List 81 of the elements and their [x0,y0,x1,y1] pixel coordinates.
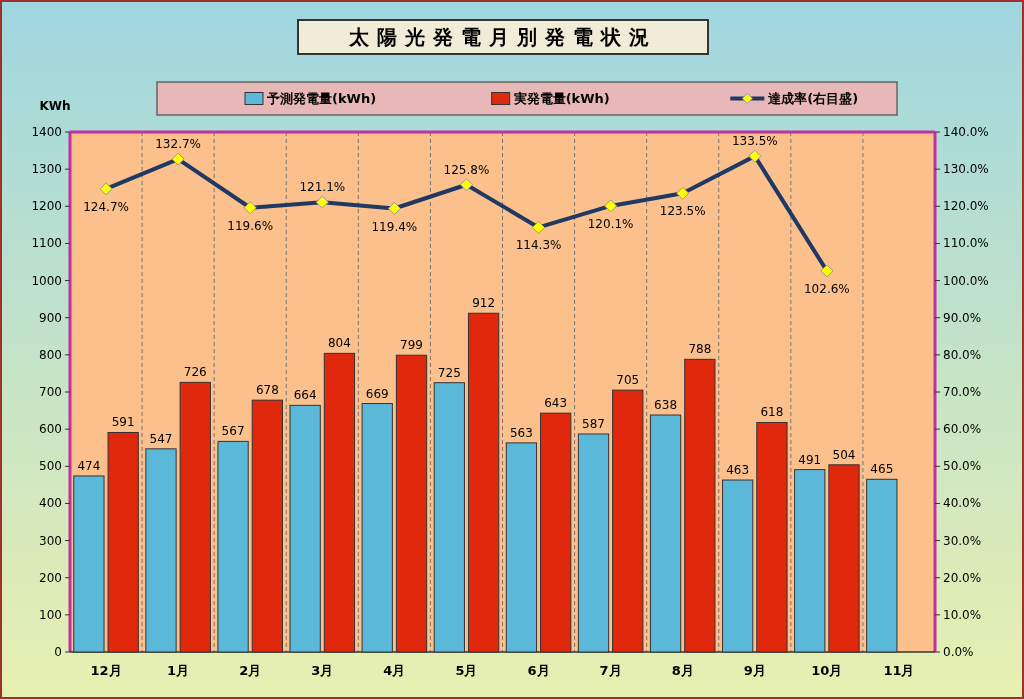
y-tick-label: 1100 [31,236,62,251]
data-label: 643 [544,396,568,411]
data-label: 120.1% [587,216,634,231]
x-tick-label: 4月 [383,662,406,678]
x-tick-label: 11月 [883,662,915,678]
legend-label: 実発電量(kWh) [512,91,610,106]
data-label: 474 [77,458,101,473]
x-tick-label: 9月 [743,662,766,678]
data-label: 125.8% [443,162,490,177]
y-tick-label: 1200 [31,199,62,214]
x-tick-label: 8月 [671,662,694,678]
y2-tick-label: 80.0% [943,347,982,362]
data-label: 726 [183,365,207,380]
x-tick-label: 5月 [455,662,478,678]
data-label: 124.7% [83,199,129,214]
data-label: 799 [400,338,423,353]
y2-tick-label: 50.0% [943,459,982,474]
chart-title: 太陽光発電月別発電状況 [348,25,657,49]
data-label: 725 [437,365,461,380]
y-tick-label: 300 [39,533,62,548]
y-tick-label: 100 [39,607,62,622]
y-tick-label: 700 [39,385,62,399]
data-label: 587 [582,416,605,431]
data-label: 102.6% [803,281,850,296]
data-label: 664 [293,388,317,403]
y-tick-label: 500 [39,459,62,474]
data-label: 912 [472,296,496,311]
y2-tick-label: 60.0% [943,422,982,437]
y-tick-label: 1400 [31,125,62,139]
y-tick-label: 800 [39,347,62,362]
y-tick-label: 400 [39,496,62,511]
data-label: 638 [654,398,678,413]
x-tick-label: 12月 [90,662,122,678]
y-tick-label: 0 [54,645,62,659]
y2-tick-label: 30.0% [943,533,982,548]
data-label: 678 [255,383,279,398]
x-tick-label: 1月 [167,662,190,678]
y2-tick-label: 140.0% [943,125,989,139]
data-label: 463 [726,463,750,478]
y2-tick-label: 130.0% [943,162,989,177]
data-label: 504 [832,447,856,462]
y-tick-label: 900 [39,310,62,325]
data-label: 591 [111,415,135,430]
data-label: 465 [870,462,894,477]
y2-tick-label: 70.0% [943,385,982,399]
y2-tick-label: 120.0% [943,199,989,214]
legend-label: 予測発電量(kWh) [266,91,377,106]
data-label: 567 [221,424,245,439]
data-label: 788 [688,342,712,357]
x-tick-label: 10月 [811,662,843,678]
legend-label: 達成率(右目盛) [767,91,859,106]
x-tick-label: 3月 [311,662,334,678]
data-label: 705 [616,373,640,388]
data-label: 119.6% [227,218,274,233]
y-tick-label: 1300 [31,162,62,177]
data-label: 119.4% [371,219,418,234]
y2-tick-label: 20.0% [943,570,982,585]
data-label: 123.5% [659,204,706,219]
data-label: 121.1% [299,180,346,195]
data-label: 563 [509,425,533,440]
data-label: 132.7% [155,137,202,152]
data-label: 618 [760,405,784,420]
data-label: 804 [327,336,351,351]
y-tick-label: 200 [39,570,62,585]
data-label: 114.3% [515,238,562,253]
data-label: 133.5% [731,134,778,149]
y-axis-title: KWh [39,99,71,113]
y-tick-label: 600 [39,422,62,437]
y2-tick-label: 40.0% [943,496,982,511]
x-tick-label: 7月 [599,662,622,678]
x-tick-label: 6月 [527,662,550,678]
y2-tick-label: 90.0% [943,310,982,325]
data-label: 491 [798,452,822,467]
x-tick-label: 2月 [239,662,262,678]
y2-tick-label: 0.0% [943,645,974,659]
y2-tick-label: 110.0% [943,236,989,251]
y2-tick-label: 100.0% [943,273,989,288]
data-label: 669 [365,386,389,401]
y2-tick-label: 10.0% [943,607,982,622]
data-label: 547 [149,431,173,446]
y-tick-label: 1000 [31,273,62,288]
